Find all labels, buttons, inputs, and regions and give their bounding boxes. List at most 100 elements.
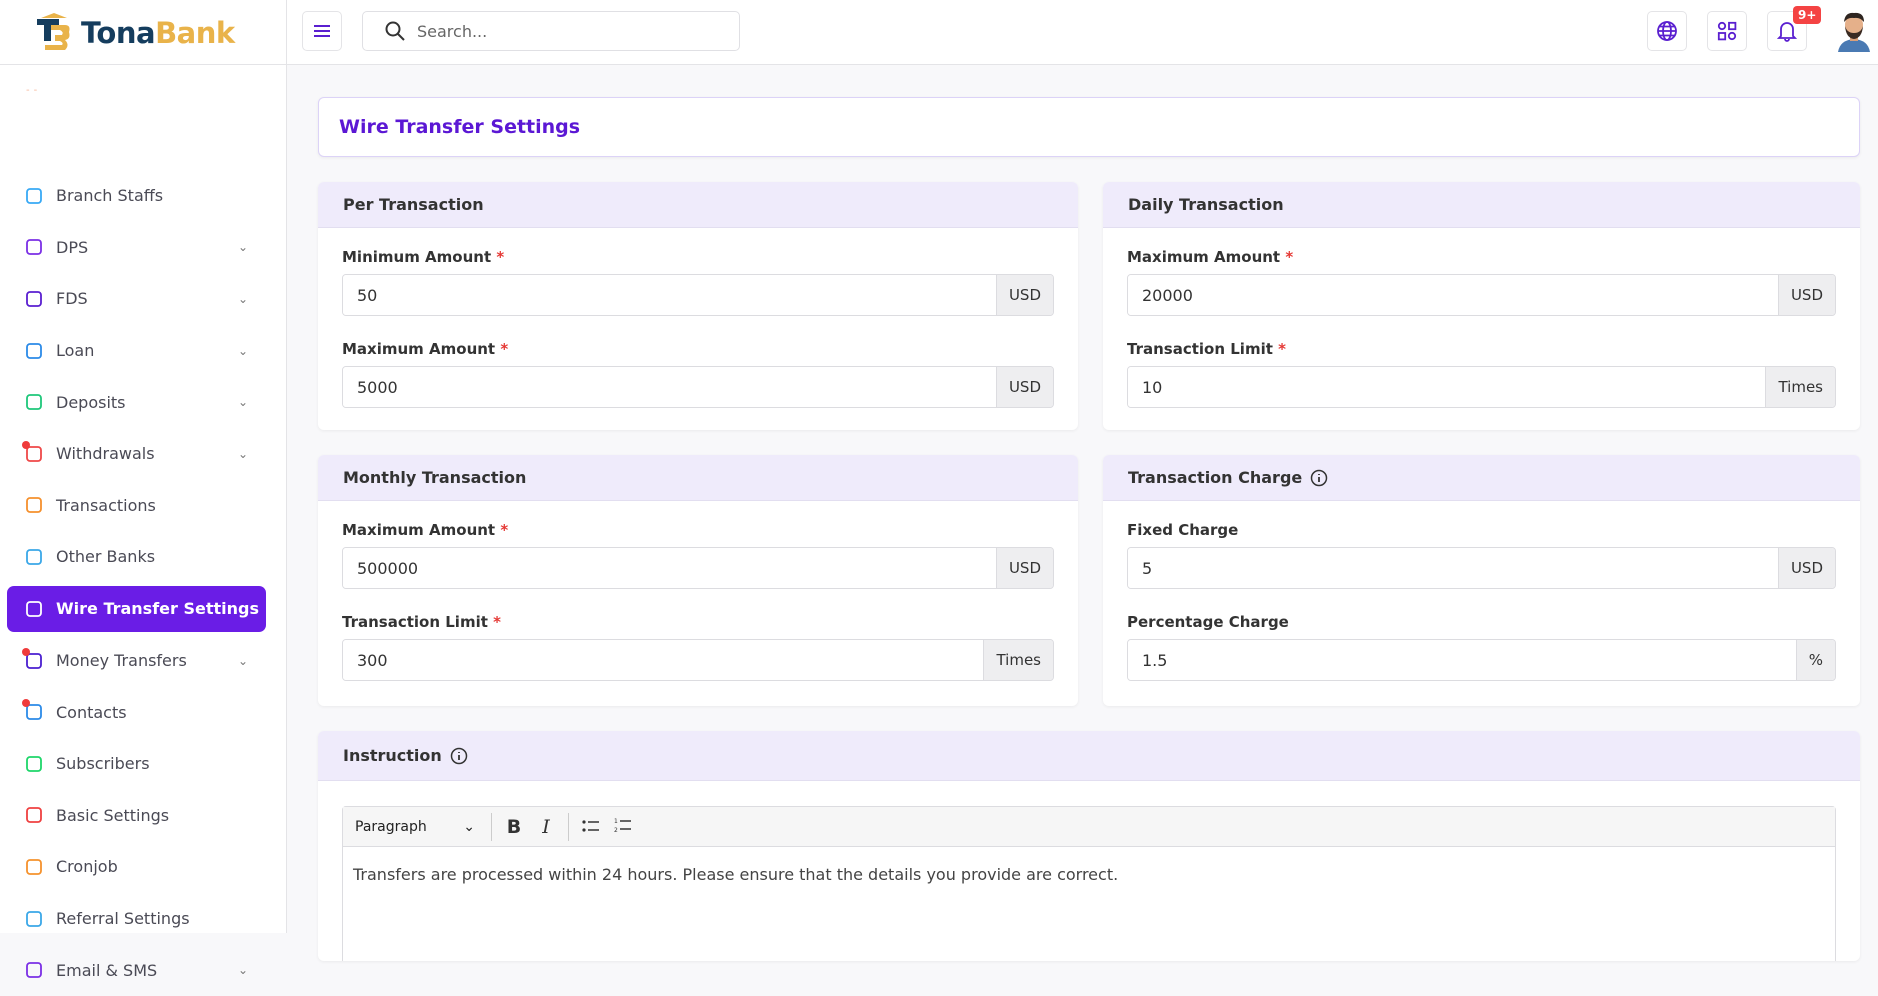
chevron-down-icon: ⌄ <box>237 395 248 410</box>
receipt-icon <box>24 289 44 309</box>
page-title: Wire Transfer Settings <box>339 116 581 138</box>
sidebar-item-dps[interactable]: DPS ⌄ <box>7 222 266 274</box>
per-max-amount-input[interactable] <box>343 367 996 407</box>
daily-transaction-card: Daily Transaction Maximum Amount * USD T… <box>1103 182 1860 430</box>
sidebar-item-withdrawals[interactable]: Withdrawals ⌄ <box>7 428 266 480</box>
percentage-charge-input[interactable] <box>1128 640 1796 680</box>
chevron-down-icon: ⌄ <box>463 818 475 835</box>
gear-icon <box>24 805 44 825</box>
sidebar-item-email-sms[interactable]: Email & SMS ⌄ <box>7 944 266 996</box>
sidebar-item-label: Wire Transfer Settings <box>56 599 259 619</box>
sidebar-item-label: Referral Settings <box>56 909 190 929</box>
user-avatar[interactable] <box>1836 10 1872 52</box>
times-addon: Times <box>1765 367 1835 407</box>
per-transaction-card: Per Transaction Minimum Amount * USD Max… <box>318 182 1078 430</box>
menu-toggle-button[interactable] <box>302 11 342 51</box>
alert-dot <box>22 699 30 708</box>
exchange-icon <box>24 495 44 515</box>
card-header: Instruction <box>318 731 1860 781</box>
sidebar-item-cronjob[interactable]: Cronjob <box>7 841 266 893</box>
sidebar-item-other-banks[interactable]: Other Banks <box>7 531 266 583</box>
currency-addon: USD <box>1777 548 1835 588</box>
globe-icon <box>1657 21 1677 41</box>
info-icon[interactable] <box>1310 469 1328 487</box>
bank-icon <box>24 547 44 567</box>
sidebar-item-money-transfers[interactable]: Money Transfers ⌄ <box>7 635 266 687</box>
logo[interactable]: TonaBank <box>35 12 235 54</box>
bulleted-list-icon <box>582 819 599 832</box>
sidebar-item-subscribers[interactable]: Subscribers <box>7 738 266 790</box>
sidebar-item-loan[interactable]: Loan ⌄ <box>7 325 266 377</box>
field-label: Percentage Charge <box>1127 613 1289 631</box>
currency-addon: USD <box>995 548 1053 588</box>
sidebar-item-wire-transfer-settings[interactable]: Wire Transfer Settings <box>7 585 266 632</box>
sidebar-item-basic-settings[interactable]: Basic Settings <box>7 790 266 842</box>
sidebar-item-label: Email & SMS <box>56 960 158 980</box>
chevron-down-icon: ⌄ <box>237 240 248 255</box>
apps-button[interactable] <box>1707 11 1747 51</box>
sidebar-item-referral-settings[interactable]: Referral Settings <box>7 893 266 945</box>
arrows-icon <box>22 647 44 671</box>
daily-limit-input[interactable] <box>1128 367 1766 407</box>
sidebar-item-label: Money Transfers <box>56 651 187 671</box>
field-label: Maximum Amount * <box>342 340 509 358</box>
alert-dot <box>22 647 30 656</box>
currency-addon: USD <box>995 367 1053 407</box>
percent-addon: % <box>1795 640 1835 680</box>
language-button[interactable] <box>1647 11 1687 51</box>
chevron-down-icon: ⌄ <box>237 343 248 358</box>
alert-dot <box>22 440 30 449</box>
sidebar-nav: Branch Staffs DPS ⌄ FDS ⌄ Loan ⌄ Deposits ⌄ Withd… <box>7 170 266 996</box>
cash-icon <box>24 341 44 361</box>
sidebar-item-label: Transactions <box>56 495 156 515</box>
bell-icon <box>1777 22 1797 42</box>
svg-text:2: 2 <box>614 827 618 833</box>
sidebar-item-branch-staffs[interactable]: Branch Staffs <box>7 170 266 222</box>
mail-icon <box>24 960 44 980</box>
bold-button[interactable]: B <box>506 815 522 838</box>
bulleted-list-button[interactable] <box>575 816 607 838</box>
fixed-charge-input[interactable] <box>1128 548 1778 588</box>
editor-content[interactable]: Transfers are processed within 24 hours.… <box>353 865 1119 884</box>
heading-select[interactable]: Paragraph ⌄ <box>355 819 485 835</box>
brand-name-accent: Bank <box>155 16 235 50</box>
scroll-indicator: -- <box>26 85 42 96</box>
search-icon <box>385 21 405 41</box>
monthly-transaction-card: Monthly Transaction Maximum Amount * USD… <box>318 455 1078 706</box>
sidebar-item-label: Deposits <box>56 392 126 412</box>
sidebar-item-label: Contacts <box>56 702 127 722</box>
daily-max-amount-input[interactable] <box>1128 275 1778 315</box>
search-input[interactable] <box>417 21 717 41</box>
field-label: Transaction Limit * <box>1127 340 1286 358</box>
brand-name: Tona <box>81 16 156 50</box>
message-plus-icon <box>24 754 44 774</box>
sidebar-item-transactions[interactable]: Transactions <box>7 480 266 532</box>
sidebar-item-label: DPS <box>56 237 89 257</box>
top-header: TonaBank 9+ <box>0 0 1878 65</box>
field-label: Minimum Amount * <box>342 248 505 266</box>
sidebar-item-fds[interactable]: FDS ⌄ <box>7 273 266 325</box>
field-label: Transaction Limit * <box>342 613 501 631</box>
per-min-amount-input[interactable] <box>343 275 996 315</box>
wallet-icon <box>24 392 44 412</box>
card-title: Instruction <box>343 746 442 765</box>
italic-button[interactable]: I <box>542 815 550 838</box>
card-title: Per Transaction <box>318 182 1078 228</box>
field-label: Maximum Amount * <box>342 521 509 539</box>
sidebar-item-contacts[interactable]: Contacts <box>7 686 266 738</box>
users-icon <box>24 186 44 206</box>
info-icon[interactable] <box>450 747 468 765</box>
search-box[interactable] <box>362 11 740 51</box>
sidebar-item-deposits[interactable]: Deposits ⌄ <box>7 376 266 428</box>
page-title-card: Wire Transfer Settings <box>318 97 1860 157</box>
field-label: Maximum Amount * <box>1127 248 1294 266</box>
monthly-max-amount-input[interactable] <box>343 548 996 588</box>
currency-addon: USD <box>1777 275 1835 315</box>
chevron-down-icon: ⌄ <box>237 291 248 306</box>
toolbar-divider <box>568 812 569 841</box>
field-label: Fixed Charge <box>1127 521 1239 539</box>
monthly-limit-input[interactable] <box>343 640 984 680</box>
